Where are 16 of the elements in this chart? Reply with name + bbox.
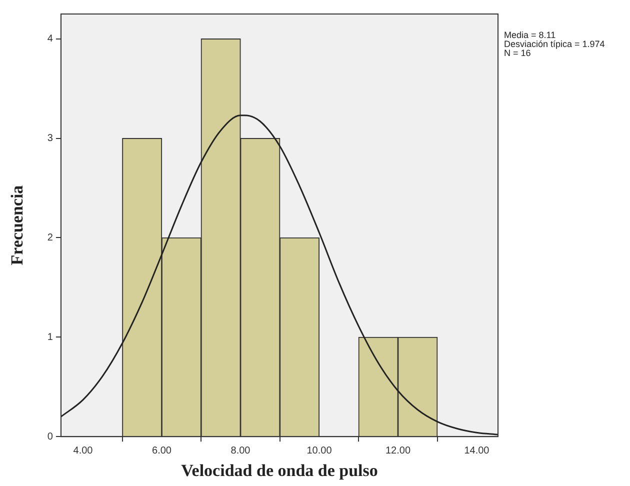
x-tick-label: 4.00 — [73, 445, 94, 456]
x-tick-label: 6.00 — [152, 445, 172, 456]
y-tick-label: 0 — [47, 431, 54, 442]
text: Media = 8.11 — [504, 30, 557, 40]
y-axis-title: Frecuencia — [8, 184, 27, 266]
y-tick-label: 1 — [47, 332, 54, 343]
x-tick-label: 10.00 — [306, 445, 332, 456]
y-tick-label: 2 — [47, 232, 54, 244]
x-tick-label: 14.00 — [464, 445, 490, 456]
x-tick-label: 8.00 — [230, 445, 251, 456]
text: N = 16 — [504, 48, 532, 58]
text: Desviación típica = 1.974 — [504, 39, 605, 49]
y-tick-label: 4 — [47, 34, 54, 45]
y-tick-label: 3 — [47, 133, 54, 144]
x-axis-title: Velocidad de onda de pulso — [181, 461, 378, 480]
x-tick-label: 12.00 — [385, 445, 411, 456]
